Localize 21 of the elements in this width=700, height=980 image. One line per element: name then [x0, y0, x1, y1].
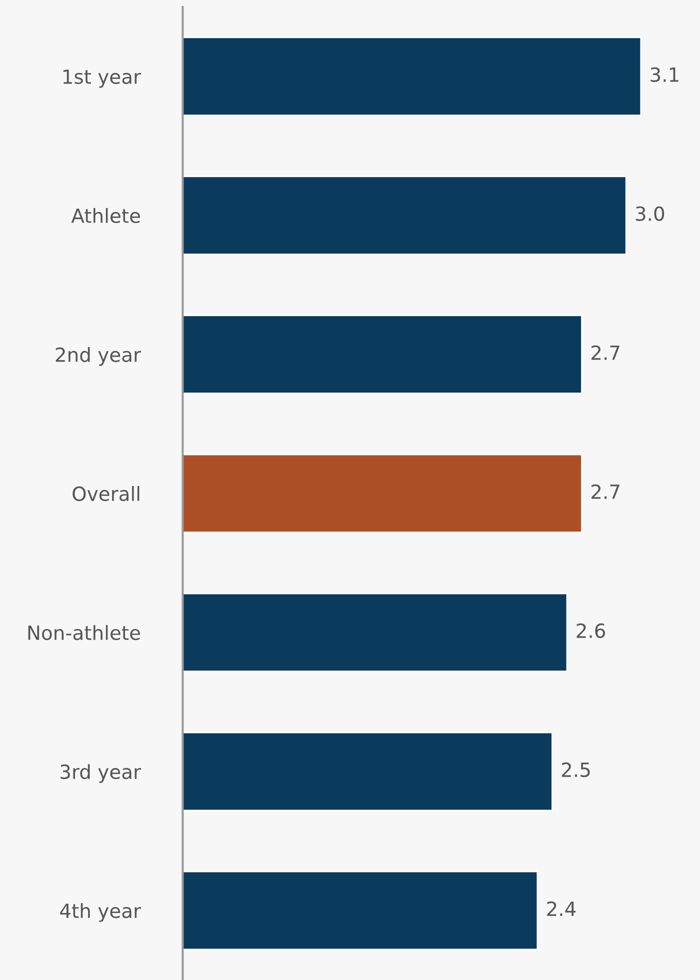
bar [182, 592, 568, 672]
bar [182, 870, 538, 950]
y-tick-label: Overall [72, 486, 140, 502]
bar [182, 454, 582, 534]
data-label: 2.6 [576, 623, 606, 638]
y-tick-label: 1st year [63, 70, 142, 88]
data-label: 2.7 [592, 345, 620, 360]
data-label: 3.1 [650, 67, 678, 82]
y-tick-label: Non-athlete [28, 625, 140, 640]
data-label: 2.4 [547, 901, 576, 916]
bar [182, 732, 553, 812]
y-tick-label: Athlete [71, 208, 140, 224]
bar [182, 314, 582, 394]
y-tick-label: 2nd year [56, 347, 142, 366]
data-label: 2.7 [592, 484, 620, 499]
bar [182, 176, 627, 256]
y-tick-label: 3rd year [60, 764, 142, 783]
data-label: 3.0 [636, 206, 664, 222]
y-tick-label: 4th year [60, 903, 142, 922]
bar [182, 36, 642, 116]
data-label: 2.5 [562, 762, 590, 778]
